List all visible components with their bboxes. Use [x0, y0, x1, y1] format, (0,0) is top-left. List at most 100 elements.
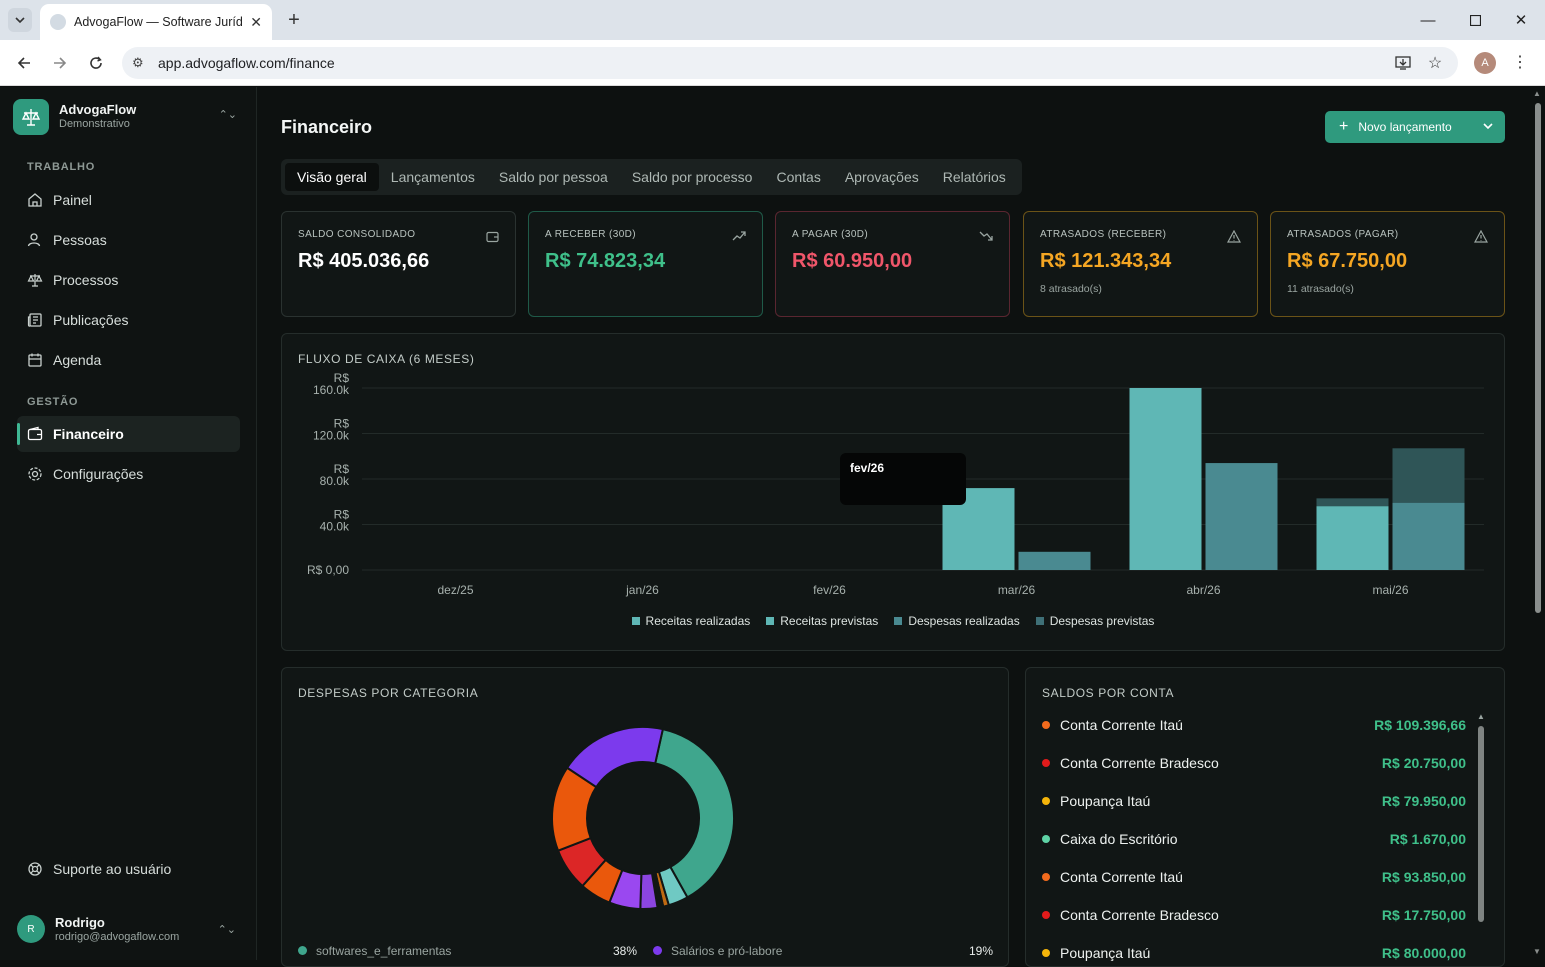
tab-close-icon[interactable]: ✕ [250, 13, 262, 30]
profile-avatar[interactable]: A [1474, 52, 1496, 74]
y-tick-label: R$ [334, 371, 350, 385]
sidebar-item-financeiro[interactable]: Financeiro [17, 416, 240, 452]
page-scrollbar[interactable]: ▲ ▼ [1531, 87, 1545, 960]
forward-button[interactable] [48, 51, 72, 75]
legend-label: Receitas previstas [780, 614, 879, 628]
sidebar-item-label: Pessoas [53, 232, 107, 248]
site-info-icon[interactable]: ⚙ [132, 55, 144, 70]
browser-titlebar: AdvogaFlow — Software Jurídico ✕ + — ✕ [0, 0, 1545, 40]
scroll-up-icon[interactable]: ▲ [1477, 712, 1485, 721]
expenses-donut-chart[interactable] [282, 668, 1008, 966]
tab-saldo-por-processo[interactable]: Saldo por processo [631, 169, 753, 185]
bar-despesas-realizadas[interactable] [1205, 463, 1278, 570]
sidebar-item-pessoas[interactable]: Pessoas [17, 222, 240, 258]
arrow-right-icon [54, 57, 67, 69]
account-name: Poupança Itaú [1060, 945, 1151, 961]
browser-tab[interactable]: AdvogaFlow — Software Jurídico ✕ [40, 4, 272, 40]
support-link[interactable]: Suporte ao usuário [17, 851, 240, 887]
cashflow-legend: Receitas realizadas Receitas previstas D… [282, 614, 1504, 628]
brand-logo-icon [13, 99, 49, 135]
calendar-icon [27, 352, 43, 368]
close-window-button[interactable]: ✕ [1514, 12, 1528, 29]
legend-item[interactable]: Despesas previstas [1035, 614, 1154, 628]
bar-receitas-realizadas[interactable] [1316, 506, 1389, 570]
legend-dot [653, 946, 662, 955]
expenses-legend: softwares_e_ferramentas 38% Salários e p… [298, 944, 993, 960]
minimize-button[interactable]: — [1420, 11, 1436, 29]
cashflow-chart[interactable]: R$ 0,00R$40.0kR$80.0kR$120.0kR$160.0kdez… [282, 334, 1504, 650]
x-tick-label: mai/26 [1372, 583, 1408, 597]
new-tab-button[interactable]: + [288, 8, 300, 31]
tab-search-button[interactable] [8, 8, 32, 32]
user-menu[interactable]: R Rodrigo rodrigo@advogaflow.com ⌃⌄ [17, 913, 240, 949]
account-row[interactable]: Conta Corrente Bradesco R$ 17.750,00 [1042, 904, 1466, 926]
legend-pct: 38% [613, 944, 638, 958]
y-tick-label: R$ [334, 462, 350, 476]
user-icon [27, 232, 43, 248]
sidebar-item-agenda[interactable]: Agenda [17, 342, 240, 378]
reload-button[interactable] [84, 51, 108, 75]
sidebar-item-label: Agenda [53, 352, 102, 368]
sidebar-item-painel[interactable]: Painel [17, 182, 240, 218]
legend-label: softwares_e_ferramentas [316, 944, 452, 958]
bookmark-star-icon[interactable]: ☆ [1427, 55, 1443, 72]
tab-contas[interactable]: Contas [776, 169, 821, 185]
bar-receitas-realizadas[interactable] [1129, 388, 1202, 570]
trend-down-icon [979, 230, 993, 245]
legend-item[interactable]: Despesas realizadas [894, 614, 1020, 628]
account-name: Caixa do Escritório [1060, 831, 1178, 847]
scroll-down-icon[interactable]: ▼ [1533, 947, 1541, 956]
page-title: Financeiro [281, 117, 373, 137]
donut-slice[interactable] [565, 726, 665, 789]
sidebar-item-configuracoes[interactable]: Configurações [17, 456, 240, 492]
account-row[interactable]: Conta Corrente Itaú R$ 93.850,00 [1042, 866, 1466, 888]
legend-label: Salários e pró-labore [671, 944, 783, 958]
cashflow-title: FLUXO DE CAIXA (6 MESES) [298, 352, 475, 366]
workspace-switcher[interactable]: AdvogaFlow Demonstrativo ⌃⌄ [13, 99, 243, 135]
gear-icon [27, 466, 43, 482]
scrollbar-thumb[interactable] [1478, 726, 1484, 922]
maximize-button[interactable] [1460, 8, 1490, 32]
account-name: Conta Corrente Bradesco [1060, 755, 1219, 771]
sidebar-item-processos[interactable]: Processos [17, 262, 240, 298]
sidebar-item-publicacoes[interactable]: Publicações [17, 302, 240, 338]
legend-item[interactable]: Receitas realizadas [631, 614, 750, 628]
legend-item[interactable]: Receitas previstas [766, 614, 878, 628]
account-amount: R$ 17.750,00 [1381, 907, 1466, 923]
scale-icon [27, 272, 43, 288]
donut-slice[interactable] [654, 727, 735, 899]
account-row[interactable]: Caixa do Escritório R$ 1.670,00 [1042, 828, 1466, 850]
account-name: Conta Corrente Bradesco [1060, 907, 1219, 923]
bar-despesas-realizadas[interactable] [1392, 502, 1465, 570]
account-amount: R$ 109.396,66 [1374, 717, 1466, 733]
install-app-icon[interactable] [1389, 47, 1417, 79]
kpi-label: SALDO CONSOLIDADO [298, 229, 416, 240]
account-row[interactable]: Poupança Itaú R$ 80.000,00 [1042, 942, 1466, 964]
back-button[interactable] [12, 51, 36, 75]
account-name: Poupança Itaú [1060, 793, 1151, 809]
account-amount: R$ 20.750,00 [1381, 755, 1466, 771]
browser-menu-icon[interactable]: ⋮ [1512, 54, 1528, 71]
favicon-icon [50, 14, 66, 30]
tab-aprovacoes[interactable]: Aprovações [844, 169, 919, 185]
kpi-label: ATRASADOS (PAGAR) [1287, 229, 1399, 240]
new-entry-button[interactable]: + Novo lançamento [1325, 111, 1505, 143]
tab-visao-geral[interactable]: Visão geral [285, 163, 379, 191]
address-bar[interactable]: ⚙ app.advogaflow.com/finance [122, 47, 1458, 79]
tab-lancamentos[interactable]: Lançamentos [390, 169, 475, 185]
account-row[interactable]: Conta Corrente Bradesco R$ 20.750,00 [1042, 752, 1466, 774]
scroll-up-icon[interactable]: ▲ [1533, 89, 1541, 98]
account-row[interactable]: Poupança Itaú R$ 79.950,00 [1042, 790, 1466, 812]
scrollbar-thumb[interactable] [1535, 103, 1541, 613]
kpi-value: R$ 74.823,34 [545, 250, 666, 272]
account-row[interactable]: Conta Corrente Itaú R$ 109.396,66 [1042, 714, 1466, 736]
legend-swatch [1035, 617, 1044, 625]
account-dot [1042, 911, 1050, 919]
arrow-left-icon [17, 57, 30, 69]
tab-relatorios[interactable]: Relatórios [942, 169, 1006, 185]
bar-despesas-realizadas[interactable] [1018, 551, 1091, 570]
tab-saldo-por-pessoa[interactable]: Saldo por pessoa [498, 169, 608, 185]
x-tick-label: fev/26 [813, 583, 846, 597]
main-content: Financeiro + Novo lançamento Visão geral… [257, 87, 1531, 967]
accounts-scrollbar[interactable]: ▲ [1475, 712, 1487, 966]
